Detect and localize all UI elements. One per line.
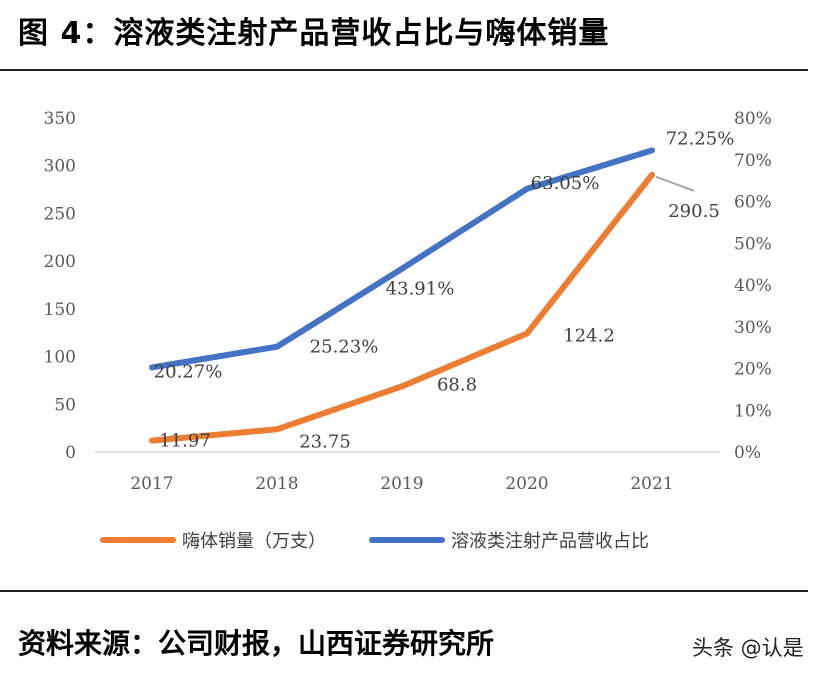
data-label: 20.27%	[154, 361, 223, 382]
bottom-rule	[0, 590, 808, 592]
data-label: 63.05%	[531, 173, 600, 194]
right-tick-label: 20%	[734, 360, 772, 380]
data-label: 25.23%	[310, 337, 379, 358]
x-tick-label: 2018	[255, 474, 298, 494]
series-line-1	[149, 171, 655, 444]
data-label: 68.8	[437, 374, 477, 395]
left-tick-label: 0	[65, 443, 76, 463]
series-line-2	[149, 147, 655, 371]
plot-area	[149, 147, 655, 444]
data-label: 124.2	[563, 325, 615, 346]
x-tick-label: 2017	[130, 474, 173, 494]
data-label: 23.75	[299, 431, 351, 452]
right-tick-label: 60%	[734, 193, 772, 213]
left-tick-label: 50	[54, 395, 76, 415]
data-label: 290.5	[668, 201, 720, 222]
data-label: 72.25%	[666, 128, 735, 149]
left-tick-label: 150	[44, 300, 76, 320]
right-tick-label: 10%	[734, 401, 772, 421]
left-tick-label: 350	[44, 109, 76, 129]
left-tick-label: 300	[44, 157, 76, 177]
x-axis: 2017 2018 2019 2020 2021	[130, 474, 673, 494]
legend: 嗨体销量（万支） 溶液类注射产品营收占比	[100, 531, 649, 552]
watermark: 头条 @认是	[692, 636, 804, 660]
legend-label: 嗨体销量（万支）	[182, 531, 326, 552]
label-leader-line	[655, 175, 695, 192]
right-tick-label: 80%	[734, 109, 772, 129]
top-rule	[0, 69, 808, 71]
right-tick-label: 0%	[734, 443, 761, 463]
right-tick-label: 30%	[734, 318, 772, 338]
data-label: 43.91%	[386, 279, 455, 300]
right-y-axis: 0% 10% 20% 30% 40% 50% 60% 70% 80%	[734, 109, 772, 463]
right-tick-label: 50%	[734, 234, 772, 254]
left-y-axis: 0 50 100 150 200 250 300 350	[44, 109, 76, 463]
left-tick-label: 100	[44, 348, 76, 368]
source-note: 资料来源：公司财报，山西证券研究所	[18, 627, 495, 660]
data-labels: 11.97 23.75 68.8 124.2 290.5 20.27% 25.23% 43.9…	[154, 128, 735, 452]
data-label: 11.97	[159, 431, 211, 452]
right-tick-label: 70%	[734, 151, 772, 171]
line-chart: 0 50 100 150 200 250 300 350 0% 10% 20% 30% 40% 50% 6…	[44, 109, 772, 552]
left-tick-label: 250	[44, 204, 76, 224]
x-tick-label: 2021	[630, 474, 673, 494]
right-tick-label: 40%	[734, 276, 772, 296]
legend-label: 溶液类注射产品营收占比	[451, 531, 649, 552]
figure-title: 图 4：溶液类注射产品营收占比与嗨体销量	[18, 16, 610, 51]
left-tick-label: 200	[44, 252, 76, 272]
x-tick-label: 2020	[505, 474, 548, 494]
x-tick-label: 2019	[380, 474, 423, 494]
